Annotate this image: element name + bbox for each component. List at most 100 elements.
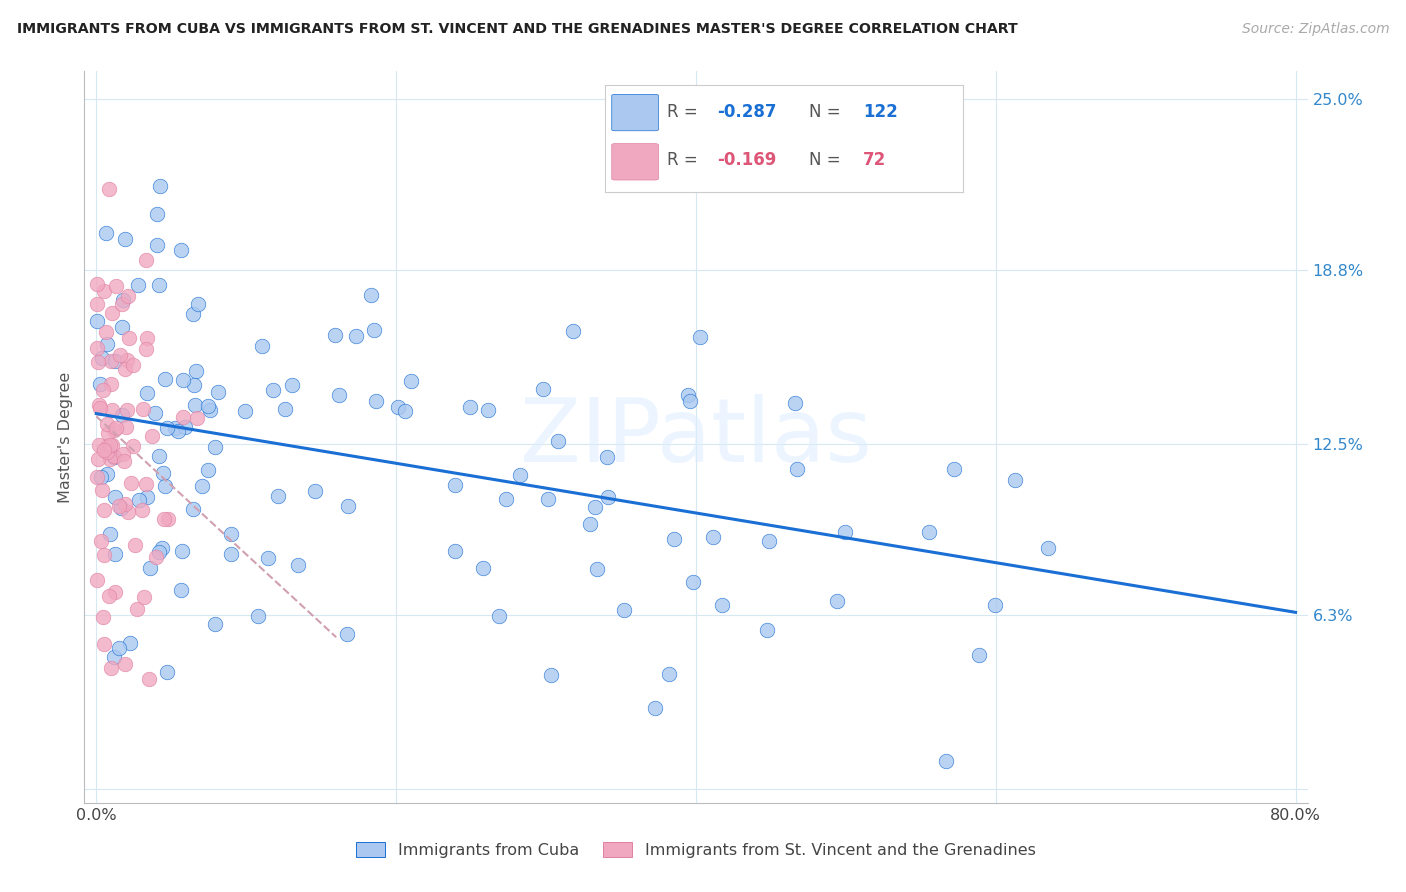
Point [287, 558, 309, 572]
Point [98, 437, 121, 451]
Point [110, 297, 132, 311]
Point [114, 657, 136, 671]
Point [104, 490, 127, 504]
Point [336, 627, 359, 641]
Text: N =: N = [808, 152, 846, 169]
Point [219, 547, 242, 561]
Point [136, 331, 159, 345]
Point [93, 637, 115, 651]
Point [96, 467, 118, 481]
Point [679, 393, 702, 408]
Point [127, 278, 149, 293]
Point [115, 403, 138, 417]
Point [108, 347, 131, 361]
Text: -0.287: -0.287 [717, 103, 778, 121]
Point [157, 512, 180, 526]
Point [172, 544, 194, 558]
Point [198, 403, 221, 417]
Y-axis label: Master's Degree: Master's Degree [58, 371, 73, 503]
Point [131, 503, 153, 517]
Point [1038, 541, 1060, 556]
Point [86, 573, 108, 587]
Point [174, 419, 197, 434]
Point [93, 284, 115, 298]
Point [86, 470, 108, 484]
Point [547, 434, 569, 448]
Point [187, 297, 209, 311]
Point [943, 462, 966, 476]
Point [91, 383, 114, 397]
Point [105, 420, 128, 434]
Point [183, 377, 205, 392]
Point [186, 410, 208, 425]
Point [658, 667, 681, 681]
Point [477, 403, 499, 417]
Point [103, 423, 125, 437]
Point [702, 530, 724, 544]
FancyBboxPatch shape [612, 144, 658, 180]
Point [167, 424, 190, 438]
Point [783, 396, 806, 410]
Point [132, 401, 155, 416]
Text: R =: R = [668, 152, 703, 169]
Point [90, 483, 112, 497]
Point [585, 562, 607, 576]
Point [146, 207, 169, 221]
Point [536, 491, 558, 506]
Point [114, 362, 136, 376]
Point [344, 328, 367, 343]
Point [108, 499, 131, 513]
Point [689, 329, 711, 343]
Point [170, 243, 193, 257]
Point [219, 527, 242, 541]
Point [596, 450, 619, 465]
Point [262, 383, 284, 397]
Point [86, 452, 108, 467]
Point [758, 534, 780, 549]
Point [115, 420, 138, 434]
Point [86, 313, 108, 327]
Text: -0.169: -0.169 [717, 152, 778, 169]
Point [98, 451, 121, 466]
Point [87, 398, 110, 412]
Point [579, 517, 602, 532]
Point [323, 327, 346, 342]
Point [387, 400, 409, 414]
Point [143, 406, 166, 420]
Point [112, 454, 135, 468]
Legend: Immigrants from Cuba, Immigrants from St. Vincent and the Grenadines: Immigrants from Cuba, Immigrants from St… [350, 836, 1042, 864]
Point [163, 421, 186, 435]
Point [304, 484, 326, 499]
Point [114, 497, 136, 511]
Point [112, 447, 135, 461]
Point [148, 449, 170, 463]
Point [531, 382, 554, 396]
Point [918, 525, 941, 540]
Point [834, 524, 856, 539]
Point [103, 449, 125, 463]
Point [103, 650, 125, 665]
Text: 72: 72 [863, 152, 886, 169]
Point [97, 426, 120, 441]
Point [204, 440, 226, 454]
Text: N =: N = [808, 103, 846, 121]
Point [122, 439, 145, 453]
Point [562, 324, 585, 338]
Point [235, 404, 257, 418]
Point [148, 179, 170, 194]
Point [104, 354, 127, 368]
Point [98, 182, 121, 196]
Point [108, 640, 131, 655]
Point [101, 438, 124, 452]
Point [197, 463, 219, 477]
Text: ZIPatlas: ZIPatlas [520, 393, 872, 481]
Point [1004, 473, 1026, 487]
Point [135, 342, 157, 356]
Point [156, 665, 179, 680]
Point [96, 226, 118, 240]
Point [98, 526, 121, 541]
Point [135, 477, 157, 491]
Text: R =: R = [668, 103, 703, 121]
Point [117, 504, 139, 518]
Text: 122: 122 [863, 103, 897, 121]
